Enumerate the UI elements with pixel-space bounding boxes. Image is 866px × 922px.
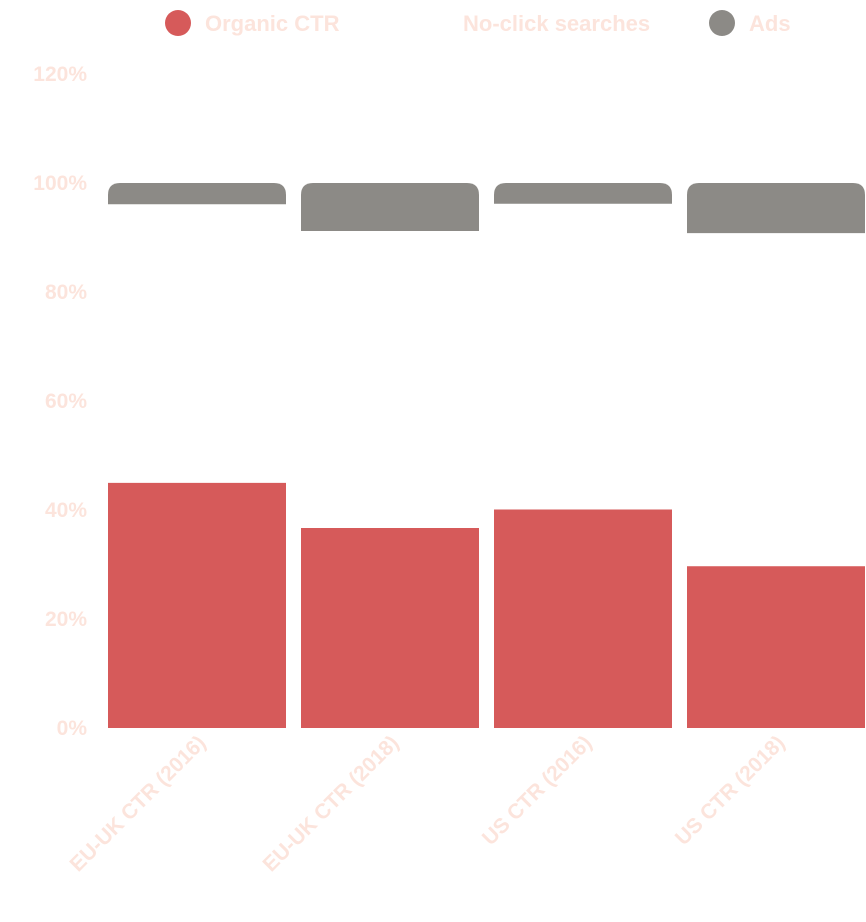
bar-ads-eu-uk-ctr-2018 xyxy=(301,183,479,231)
y-axis: 0% 20% 40% 60% 80% 100% 120% xyxy=(33,63,87,740)
legend: Organic CTR No-click searches Ads xyxy=(165,10,791,36)
x-category-label: US CTR (2016) xyxy=(478,731,597,850)
bar-no-click-searches-us-ctr-2016 xyxy=(494,203,672,510)
bar-organic-ctr-eu-uk-ctr-2016 xyxy=(108,482,286,728)
legend-marker-ads xyxy=(709,10,735,36)
x-category-label: US CTR (2018) xyxy=(671,731,790,850)
y-tick-label: 100% xyxy=(33,172,87,195)
y-tick-label: 80% xyxy=(45,281,87,304)
y-tick-label: 40% xyxy=(45,499,87,522)
legend-marker-no-click-searches xyxy=(423,10,449,36)
x-axis: EU-UK CTR (2016) EU-UK CTR (2018) US CTR (… xyxy=(66,731,790,876)
bar-organic-ctr-us-ctr-2016 xyxy=(494,509,672,728)
bar-ads-us-ctr-2018 xyxy=(687,183,865,234)
bars xyxy=(108,183,865,728)
x-category-label: EU-UK CTR (2018) xyxy=(259,731,404,876)
y-tick-label: 20% xyxy=(45,608,87,631)
legend-label-no-click-searches: No-click searches xyxy=(463,11,650,36)
y-tick-label: 60% xyxy=(45,390,87,413)
bar-organic-ctr-us-ctr-2018 xyxy=(687,566,865,728)
bar-no-click-searches-eu-uk-ctr-2018 xyxy=(301,230,479,528)
bar-no-click-searches-us-ctr-2018 xyxy=(687,233,865,567)
bar-ads-us-ctr-2016 xyxy=(494,183,672,204)
legend-marker-organic-ctr xyxy=(165,10,191,36)
x-category-label: EU-UK CTR (2016) xyxy=(66,731,211,876)
legend-label-ads: Ads xyxy=(749,11,791,36)
y-tick-label: 0% xyxy=(57,717,88,740)
bar-no-click-searches-eu-uk-ctr-2016 xyxy=(108,204,286,483)
legend-label-organic-ctr: Organic CTR xyxy=(205,11,340,36)
bar-organic-ctr-eu-uk-ctr-2018 xyxy=(301,527,479,728)
y-tick-label: 120% xyxy=(33,63,87,86)
bar-ads-eu-uk-ctr-2016 xyxy=(108,183,286,205)
